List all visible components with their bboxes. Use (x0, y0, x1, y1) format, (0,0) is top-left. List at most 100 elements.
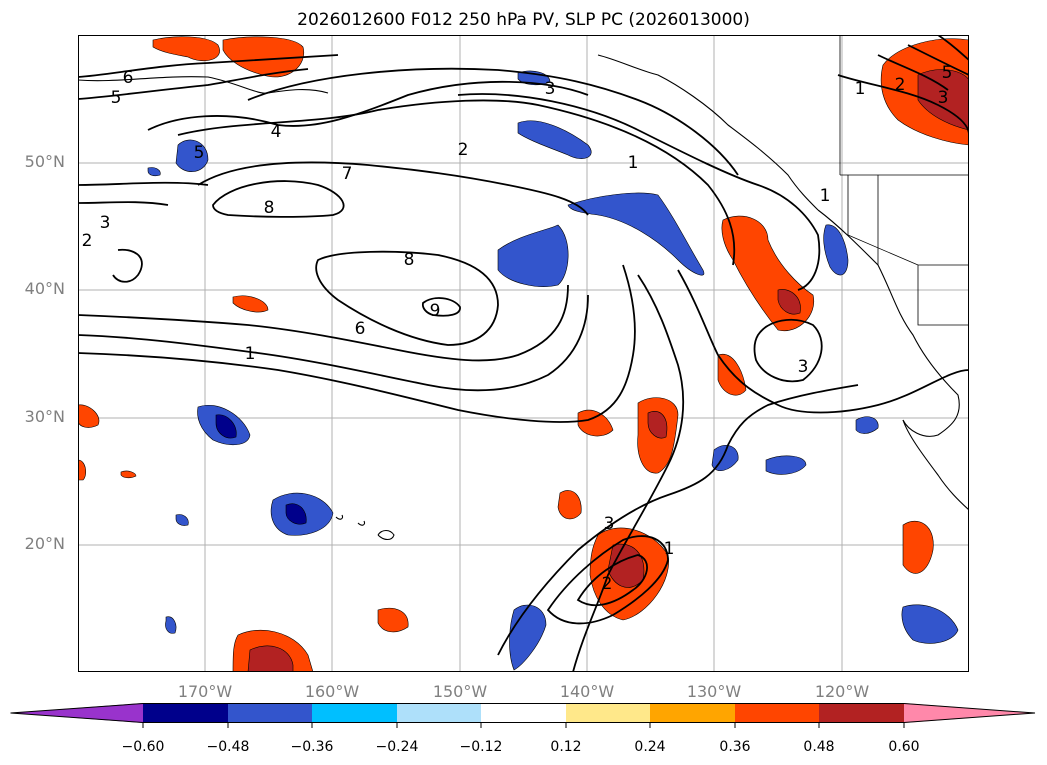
pv-blob-north-2 (222, 36, 305, 78)
contour-6 (78, 54, 339, 78)
pv-blob-blue-5 (567, 192, 705, 276)
colorbar-tick-label: −0.60 (121, 739, 165, 755)
pv-blob-blue-6 (823, 224, 849, 276)
lat-tick-label: 20°N (24, 534, 65, 553)
colorbar-outline (10, 703, 1036, 723)
lon-tick-label: 170°W (177, 682, 233, 701)
contour-label: 7 (342, 164, 353, 184)
contour-5 (78, 68, 309, 100)
contour-label: 3 (798, 357, 809, 377)
pv-blob-blue-3 (517, 120, 592, 159)
colorbar-svg (10, 703, 1036, 728)
pv-blob-blue-1 (175, 139, 209, 172)
contour-label: 1 (664, 539, 675, 559)
pv-blob-blue-10 (165, 616, 177, 634)
contour-label: 6 (355, 319, 366, 339)
pv-blob-blue-15 (901, 604, 959, 644)
contour-label: 2 (458, 140, 469, 160)
contour-1-mid (572, 274, 685, 672)
contour-2-mid (677, 269, 969, 414)
colorbar-segment-2 (228, 703, 312, 723)
colorbar-tick-label: 0.24 (634, 739, 666, 755)
colorbar-segment-10 (904, 703, 1035, 723)
slp-contours (78, 35, 969, 672)
colorbar-segment-6 (566, 703, 650, 723)
contour-outer-4 (78, 264, 636, 423)
colorbar-segment-4 (397, 703, 481, 723)
colorbar-segment-7 (650, 703, 735, 723)
contour-label: 5 (942, 63, 953, 83)
map-title: 2026012600 F012 250 hPa PV, SLP PC (2026… (297, 10, 750, 30)
contour-label: 2 (82, 231, 93, 251)
map-svg: 6 5 4 5 3 2 7 8 8 9 6 1 3 2 1 1 1 2 3 5 … (78, 35, 969, 672)
pv-positive-areas (78, 36, 969, 672)
colorbar-segment-3 (312, 703, 397, 723)
lon-tick-label: 150°W (432, 682, 488, 701)
contour-label: 8 (264, 198, 275, 218)
colorbar-segment-1 (143, 703, 228, 723)
colorbar-segment-0 (10, 703, 143, 723)
contour-label: 3 (604, 514, 615, 534)
contour-label: 1 (245, 344, 256, 364)
lon-tick-label: 160°W (304, 682, 360, 701)
pv-blob-coast (721, 215, 815, 332)
coast-hawaii (335, 514, 395, 541)
contour-label: 9 (430, 301, 441, 321)
lat-tick-label: 40°N (24, 279, 65, 298)
contour-ne-3 (907, 44, 969, 76)
pv-blob-blue-16 (147, 167, 161, 177)
pv-blob-tiny2 (377, 607, 409, 633)
coastlines (78, 54, 969, 541)
pv-blob-north (152, 36, 220, 61)
lat-tick-label: 50°N (24, 152, 65, 171)
lon-tick-label: 130°W (686, 682, 742, 701)
colorbar-tick-label: −0.12 (459, 739, 503, 755)
contour-9 (421, 297, 461, 317)
pv-blob-sw-core (247, 645, 294, 672)
contour-label: 1 (628, 153, 639, 173)
contour-2-upper (177, 99, 736, 266)
pv-blob-coast-core (777, 289, 801, 315)
political-borders (839, 35, 969, 326)
contour-outer-2 (78, 284, 569, 362)
colorbar-segment-9 (819, 703, 904, 723)
colorbar-tick-label: 0.36 (719, 739, 751, 755)
coast-west-us (817, 209, 960, 437)
pv-blob-blue-11 (509, 604, 547, 671)
contour-8-inner (212, 180, 345, 218)
contour-3-low (753, 318, 823, 383)
contour-label: 3 (938, 88, 949, 108)
contour-label: 1 (855, 79, 866, 99)
pv-blob-blue-8-core (285, 503, 307, 525)
contour-outer-5 (112, 248, 143, 283)
lat-tick-label: 30°N (24, 407, 65, 426)
pv-blob-mid-3-core (647, 411, 668, 439)
colorbar-segment-5 (481, 703, 566, 723)
contour-label: 2 (895, 75, 906, 95)
contour-label: 1 (820, 186, 831, 206)
contour-label: 6 (123, 68, 134, 88)
contour-labels: 6 5 4 5 3 2 7 8 8 9 6 1 3 2 1 1 1 2 3 5 … (82, 63, 953, 594)
pv-blob-tiny3 (120, 470, 137, 479)
contour-ne-4 (937, 35, 969, 61)
colorbar-tick-label: −0.36 (290, 739, 334, 755)
colorbar-tick-label: 0.12 (550, 739, 582, 755)
lon-tick-label: 140°W (559, 682, 615, 701)
contour-3-south (576, 554, 648, 607)
contour-2-south (546, 535, 669, 625)
contour-1-south (497, 384, 859, 656)
contour-3-upper (247, 67, 739, 176)
pv-blob-w2 (78, 459, 87, 481)
lon-tick-label: 120°W (814, 682, 870, 701)
pv-blob-se (902, 520, 934, 574)
colorbar-segment-8 (735, 703, 819, 723)
colorbar-tick-label: −0.24 (375, 739, 419, 755)
contour-label: 5 (111, 88, 122, 108)
colorbar (10, 703, 1037, 737)
colorbar-ticks (142, 723, 905, 728)
contour-7 (197, 161, 589, 216)
contour-outer-3 (78, 294, 589, 392)
coast-baja (902, 419, 969, 511)
pv-blob-blue-7-core (215, 414, 237, 439)
pv-blob-blue-4 (497, 224, 569, 287)
